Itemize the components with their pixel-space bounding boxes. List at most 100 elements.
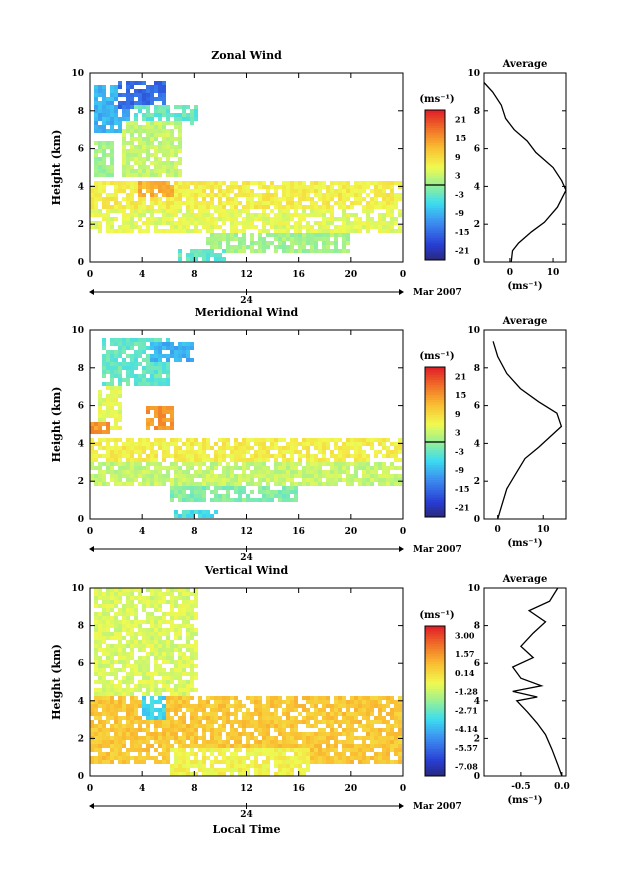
heatmap-cell bbox=[358, 442, 362, 446]
heatmap-cell bbox=[194, 450, 198, 454]
heatmap-cell bbox=[134, 664, 138, 668]
heatmap-cell bbox=[362, 185, 366, 189]
heatmap-cell bbox=[142, 700, 146, 704]
colorbar-segment bbox=[425, 462, 445, 465]
heatmap-cell bbox=[190, 628, 194, 632]
heatmap-cell bbox=[106, 105, 110, 109]
heatmap-cell bbox=[166, 382, 170, 386]
heatmap-cell bbox=[166, 201, 170, 205]
heatmap-cell bbox=[98, 169, 102, 173]
heatmap-cell bbox=[358, 181, 362, 185]
heatmap-cell bbox=[194, 257, 198, 261]
heatmap-cell bbox=[178, 105, 182, 109]
heatmap-cell bbox=[350, 732, 354, 736]
heatmap-cell bbox=[346, 736, 350, 740]
heatmap-cell bbox=[346, 446, 350, 450]
heatmap-cell bbox=[294, 498, 298, 502]
heatmap-cell bbox=[166, 708, 170, 712]
heatmap-cell bbox=[186, 209, 190, 213]
heatmap-cell bbox=[258, 482, 262, 486]
heatmap-cell bbox=[394, 221, 398, 225]
heatmap-cell bbox=[218, 257, 222, 261]
heatmap-cell bbox=[366, 736, 370, 740]
heatmap-cell bbox=[170, 604, 174, 608]
heatmap-cell bbox=[330, 217, 334, 221]
heatmap-cell bbox=[282, 748, 286, 752]
heatmap-cell bbox=[370, 744, 374, 748]
heatmap-cell bbox=[286, 696, 290, 700]
heatmap-cell bbox=[102, 700, 106, 704]
heatmap-cell bbox=[342, 704, 346, 708]
heatmap-cell bbox=[94, 117, 98, 121]
heatmap-cell bbox=[230, 772, 234, 776]
heatmap-cell bbox=[286, 189, 290, 193]
heatmap-cell bbox=[110, 410, 114, 414]
heatmap-cell bbox=[138, 346, 142, 350]
heatmap-cell bbox=[334, 225, 338, 229]
colorbar-tick-label: 15 bbox=[455, 133, 466, 143]
heatmap-cell bbox=[178, 458, 182, 462]
heatmap-cell bbox=[154, 684, 158, 688]
heatmap-cell bbox=[266, 470, 270, 474]
heatmap-cell bbox=[298, 193, 302, 197]
heatmap-cell bbox=[94, 632, 98, 636]
heatmap-cell bbox=[366, 728, 370, 732]
heatmap-cell bbox=[178, 494, 182, 498]
heatmap-cell bbox=[102, 604, 106, 608]
heatmap-cell bbox=[294, 728, 298, 732]
heatmap-cell bbox=[114, 708, 118, 712]
heatmap-cell bbox=[102, 205, 106, 209]
heatmap-cell bbox=[174, 225, 178, 229]
heatmap-cell bbox=[178, 680, 182, 684]
heatmap-cell bbox=[186, 117, 190, 121]
average-x-tick-label: 10 bbox=[537, 525, 550, 535]
heatmap-cell bbox=[210, 772, 214, 776]
heatmap-cell bbox=[314, 454, 318, 458]
heatmap-cell bbox=[182, 688, 186, 692]
heatmap-cell bbox=[162, 366, 166, 370]
heatmap-cell bbox=[98, 482, 102, 486]
heatmap-cell bbox=[250, 245, 254, 249]
heatmap-cell bbox=[118, 354, 122, 358]
heatmap-cell bbox=[98, 165, 102, 169]
heatmap-cell bbox=[214, 736, 218, 740]
heatmap-cell bbox=[394, 446, 398, 450]
heatmap-cell bbox=[134, 636, 138, 640]
heatmap-cell bbox=[242, 768, 246, 772]
colorbar-segment bbox=[425, 758, 445, 762]
heatmap-cell bbox=[282, 237, 286, 241]
heatmap-cell bbox=[306, 768, 310, 772]
heatmap-cell bbox=[98, 189, 102, 193]
heatmap-cell bbox=[178, 676, 182, 680]
heatmap-cell bbox=[106, 680, 110, 684]
heatmap-cell bbox=[294, 720, 298, 724]
heatmap-cell bbox=[162, 744, 166, 748]
colorbar-segment bbox=[425, 379, 445, 383]
heatmap-cell bbox=[150, 133, 154, 137]
heatmap-cell bbox=[146, 454, 150, 458]
heatmap-cell bbox=[154, 145, 158, 149]
heatmap-cell bbox=[378, 478, 382, 482]
heatmap-cell bbox=[102, 676, 106, 680]
heatmap-cell bbox=[206, 217, 210, 221]
heatmap-cell bbox=[186, 768, 190, 772]
heatmap-cell bbox=[158, 648, 162, 652]
heatmap-cell bbox=[142, 672, 146, 676]
heatmap-cell bbox=[158, 145, 162, 149]
heatmap-cell bbox=[130, 604, 134, 608]
heatmap-cell bbox=[362, 712, 366, 716]
heatmap-cell bbox=[242, 744, 246, 748]
colorbar-segment bbox=[425, 638, 445, 642]
heatmap-cell bbox=[290, 474, 294, 478]
heatmap-cell bbox=[318, 720, 322, 724]
heatmap-cell bbox=[222, 209, 226, 213]
heatmap-cell bbox=[158, 113, 162, 117]
heatmap-cell bbox=[230, 454, 234, 458]
average-y-tick-label: 2 bbox=[474, 477, 480, 487]
heatmap-cell bbox=[350, 225, 354, 229]
heatmap-cell bbox=[386, 450, 390, 454]
heatmap-cell bbox=[178, 225, 182, 229]
heatmap-cell bbox=[174, 748, 178, 752]
heatmap-cell bbox=[202, 193, 206, 197]
heatmap-cell bbox=[274, 233, 278, 237]
